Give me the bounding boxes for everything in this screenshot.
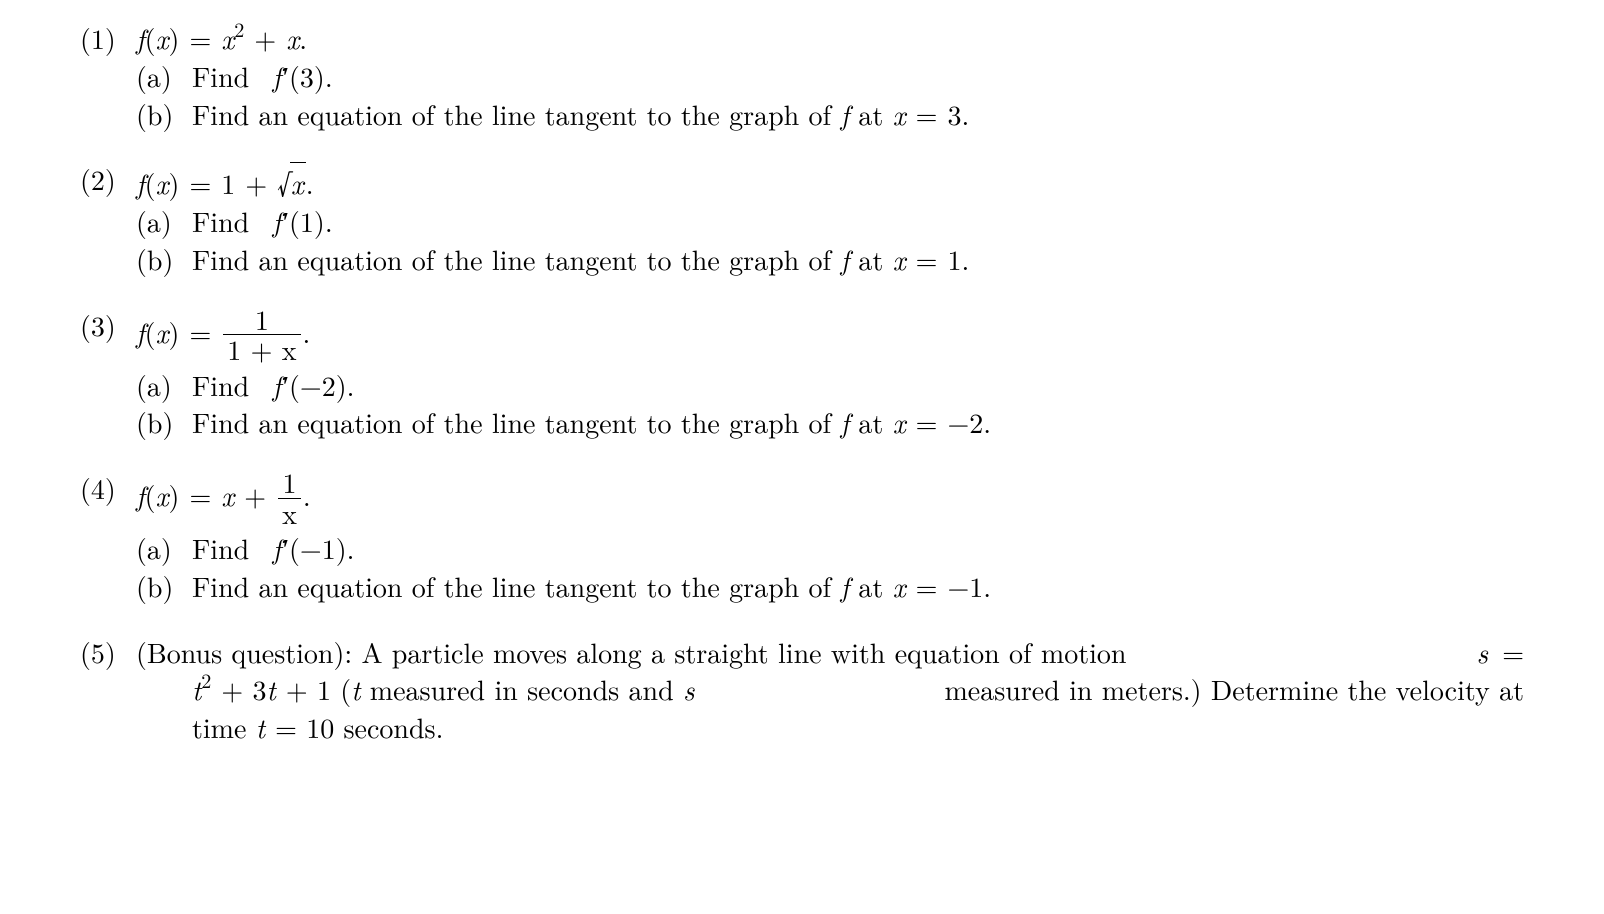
bonus-line-2: t2 + 3t + 1 (t measured in seconds and s… xyxy=(136,671,1524,709)
subpart-letter: (a) xyxy=(136,203,192,241)
subpart-text: Find an equation of the line tangent to … xyxy=(192,96,969,134)
math-expr: f(x) = 1 + √x. xyxy=(136,163,314,203)
problem-body: f(x) = 1 + √x. (a) Find f ′(1). (b) Find… xyxy=(136,161,1524,278)
subpart-text: Find f ′(−2). xyxy=(192,367,354,405)
subpart-letter: (b) xyxy=(136,404,192,442)
problem-body: (Bonus question): A particle moves along… xyxy=(136,634,1524,747)
subpart-list: (a) Find f ′(3). (b) Find an equation of… xyxy=(136,58,1524,134)
problem-number: (5) xyxy=(80,634,136,747)
problem-4: (4) f(x) = x + 1 x . (a) Find f ′(−1). (… xyxy=(80,470,1524,605)
problem-5-bonus: (5) (Bonus question): A particle moves a… xyxy=(80,634,1524,747)
problem-number: (3) xyxy=(80,307,136,442)
subpart-b: (b) Find an equation of the line tangent… xyxy=(136,404,1524,442)
problem-stem: f(x) = 1 1 + x . xyxy=(136,307,1524,367)
problem-stem: f(x) = x + 1 x . xyxy=(136,470,1524,530)
subpart-b: (b) Find an equation of the line tangent… xyxy=(136,568,1524,606)
bonus-line-3: time t = 10 seconds. xyxy=(136,709,1524,747)
subpart-text: Find an equation of the line tangent to … xyxy=(192,241,969,279)
math-expr: f(x) = 1 1 + x . xyxy=(136,312,310,352)
problem-body: f(x) = x + 1 x . (a) Find f ′(−1). (b) F… xyxy=(136,470,1524,605)
subpart-a: (a) Find f ′(−2). xyxy=(136,367,1524,405)
problem-number: (4) xyxy=(80,470,136,605)
subpart-letter: (b) xyxy=(136,568,192,606)
subpart-letter: (b) xyxy=(136,241,192,279)
subpart-letter: (b) xyxy=(136,96,192,134)
problem-body: f(x) = 1 1 + x . (a) Find f ′(−2). (b) F… xyxy=(136,307,1524,442)
subpart-list: (a) Find f ′(1). (b) Find an equation of… xyxy=(136,203,1524,279)
problem-body: f(x) = x2 + x. (a) Find f ′(3). (b) Find… xyxy=(136,20,1524,133)
subpart-a: (a) Find f ′(−1). xyxy=(136,530,1524,568)
subpart-letter: (a) xyxy=(136,367,192,405)
math-expr: f(x) = x + 1 x . xyxy=(136,475,311,515)
problem-stem: f(x) = x2 + x. xyxy=(136,20,1524,58)
subpart-a: (a) Find f ′(1). xyxy=(136,203,1524,241)
problem-stem: f(x) = 1 + √x. xyxy=(136,161,1524,203)
fraction-denom: 1 + x xyxy=(223,335,300,364)
bonus-line-1: (Bonus question): A particle moves along… xyxy=(136,634,1524,672)
subpart-list: (a) Find f ′(−2). (b) Find an equation o… xyxy=(136,367,1524,443)
subpart-letter: (a) xyxy=(136,58,192,96)
subpart-a: (a) Find f ′(3). xyxy=(136,58,1524,96)
math-expr: f(x) = x2 + x. xyxy=(136,18,307,58)
fraction-denom: x xyxy=(278,499,301,528)
problem-number: (2) xyxy=(80,161,136,278)
problem-2: (2) f(x) = 1 + √x. (a) Find f ′(1). (b) … xyxy=(80,161,1524,278)
subpart-text: Find f ′(1). xyxy=(192,203,333,241)
problem-3: (3) f(x) = 1 1 + x . (a) Find f ′(−2). (… xyxy=(80,307,1524,442)
subpart-list: (a) Find f ′(−1). (b) Find an equation o… xyxy=(136,530,1524,606)
problem-1: (1) f(x) = x2 + x. (a) Find f ′(3). (b) … xyxy=(80,20,1524,133)
subpart-text: Find f ′(−1). xyxy=(192,530,354,568)
subpart-b: (b) Find an equation of the line tangent… xyxy=(136,241,1524,279)
problem-list: (1) f(x) = x2 + x. (a) Find f ′(3). (b) … xyxy=(80,20,1524,747)
subpart-text: Find an equation of the line tangent to … xyxy=(192,568,991,606)
problem-number: (1) xyxy=(80,20,136,133)
subpart-letter: (a) xyxy=(136,530,192,568)
subpart-text: Find an equation of the line tangent to … xyxy=(192,404,991,442)
subpart-b: (b) Find an equation of the line tangent… xyxy=(136,96,1524,134)
subpart-text: Find f ′(3). xyxy=(192,58,333,96)
